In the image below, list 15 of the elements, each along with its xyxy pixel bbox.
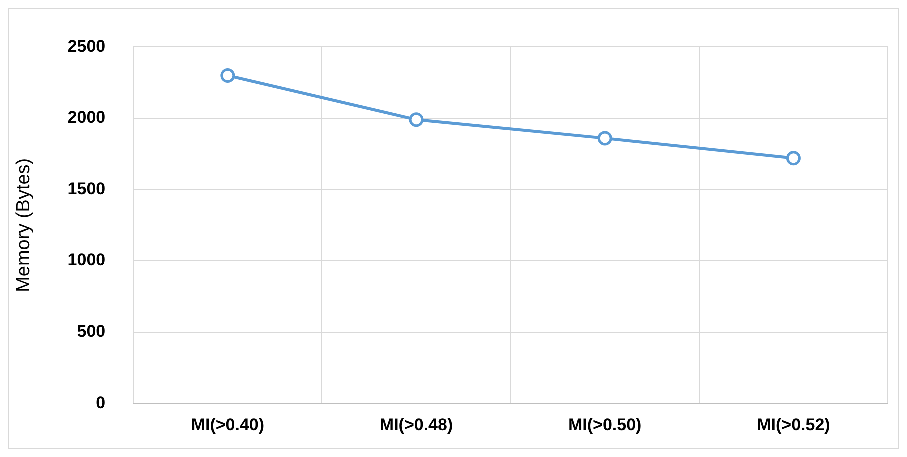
- x-tick-label: MI(>0.52): [757, 415, 830, 434]
- y-tick-label: 1000: [68, 250, 106, 270]
- y-tick-label: 1500: [68, 179, 106, 198]
- y-tick-label: 0: [96, 393, 106, 412]
- point: [598, 131, 612, 146]
- y-axis-title: Memory (Bytes): [14, 158, 35, 292]
- point: [220, 68, 236, 83]
- point: [786, 151, 801, 166]
- y-tick-label: 2000: [68, 108, 106, 128]
- x-tick-label: MI(>0.40): [191, 415, 265, 434]
- x-tick-label: MI(>0.50): [568, 415, 642, 434]
- x-tick-label: MI(>0.48): [380, 415, 454, 434]
- y-tick-label: 500: [77, 322, 106, 342]
- y-tick-label: 2500: [68, 36, 106, 56]
- point: [409, 112, 424, 128]
